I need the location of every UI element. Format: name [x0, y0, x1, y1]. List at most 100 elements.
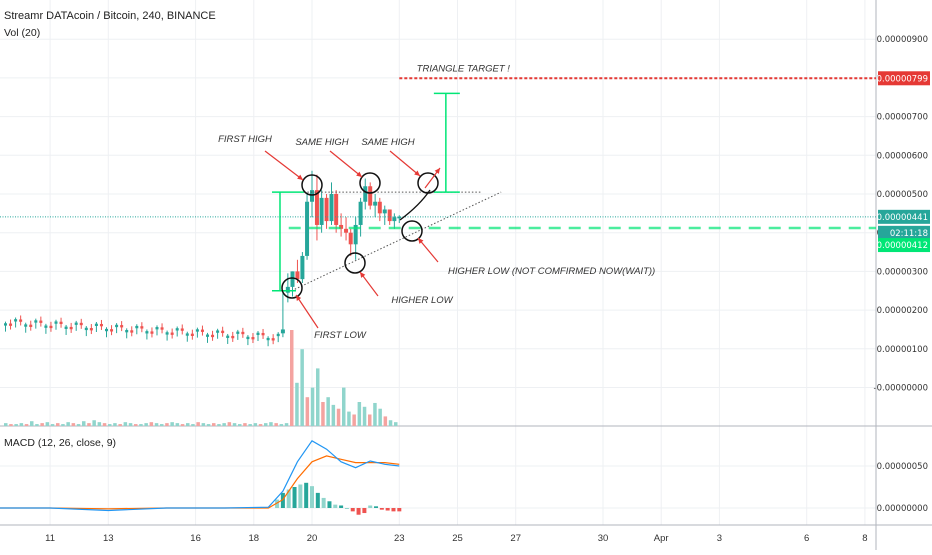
volume-bar — [362, 406, 367, 426]
macd-histogram-bar — [379, 508, 384, 510]
volume-bar — [378, 408, 382, 426]
candle — [29, 324, 33, 327]
volume-bar — [4, 423, 8, 426]
arrow-breakout-head — [434, 168, 440, 174]
volume-bar — [279, 424, 284, 426]
volume-bar — [290, 330, 294, 426]
candle — [392, 217, 397, 222]
candle — [190, 333, 194, 336]
volume-bar — [175, 423, 180, 426]
candle — [195, 329, 199, 332]
candle — [44, 325, 48, 328]
candle — [135, 325, 139, 329]
candle — [387, 209, 392, 222]
candle — [74, 322, 78, 325]
candle — [155, 327, 159, 330]
macd-histogram-bar — [339, 505, 344, 508]
price-label-support-box — [878, 238, 930, 253]
volume-bar — [180, 424, 185, 426]
volume-bar — [87, 423, 91, 426]
candle — [300, 255, 305, 280]
candle — [99, 323, 103, 327]
volume-bar — [134, 424, 138, 426]
annotation-circle — [359, 172, 381, 194]
volume-bar — [118, 424, 122, 426]
volume-bar — [61, 424, 65, 426]
volume-bar — [388, 420, 393, 426]
y-tick-label: 0.00000300 — [877, 267, 928, 277]
price-label-support: 0.00000412 — [877, 241, 928, 251]
candle — [377, 201, 382, 214]
volume-bar — [82, 421, 86, 426]
x-tick-label: 30 — [598, 533, 609, 544]
volume-bar — [232, 423, 237, 426]
macd-line — [0, 440, 400, 512]
volume-bar — [274, 423, 278, 426]
volume-bar — [170, 422, 174, 426]
arrow-higher-low-nc-head — [418, 238, 424, 244]
x-tick-label: 11 — [45, 533, 55, 544]
candle — [295, 271, 300, 280]
candle — [251, 337, 255, 340]
volume-bar — [160, 424, 164, 426]
arrow-same-high-2 — [389, 150, 421, 177]
candle — [256, 332, 260, 336]
macd-histogram-bar — [397, 508, 402, 512]
arrow-first-high — [264, 150, 304, 181]
candle — [160, 327, 164, 330]
annotation-circle — [401, 220, 423, 242]
candle — [105, 328, 108, 332]
annotation-circle — [301, 174, 323, 196]
volume-bar — [310, 387, 315, 426]
candle — [54, 321, 58, 324]
candle — [261, 332, 265, 336]
candle — [373, 201, 378, 206]
triangle-lower-line — [291, 191, 502, 292]
macd-legend: MACD (12, 26, close, 9) — [4, 437, 117, 449]
volume-bar — [9, 424, 13, 426]
candle — [115, 324, 119, 328]
candle — [348, 232, 353, 245]
macd-histogram-bar — [304, 482, 309, 508]
candle — [185, 333, 189, 336]
volume-bar — [102, 423, 107, 426]
x-tick-label: 8 — [862, 533, 867, 544]
candle — [125, 330, 129, 333]
price-label-target-box — [878, 71, 930, 86]
volume-bar — [368, 414, 372, 426]
candle — [19, 319, 23, 322]
x-tick-label: Apr — [654, 533, 669, 544]
macd-histogram-bar — [356, 508, 361, 515]
annotation-triangle-target: TRIANGLE TARGET ! — [417, 63, 511, 74]
volume-bar — [217, 424, 221, 426]
y-tick-label: 0.00000100 — [877, 345, 928, 355]
candle — [314, 190, 319, 225]
volume-bar — [50, 424, 55, 426]
macd-histogram-bar — [298, 484, 303, 508]
candle — [110, 329, 114, 332]
price-label-countdown: 02:11:18 — [890, 229, 928, 239]
candle — [319, 197, 324, 225]
volume-bar — [71, 423, 76, 426]
macd-histogram-bar — [321, 497, 326, 508]
candle — [140, 326, 144, 329]
macd-histogram-bar — [374, 506, 379, 508]
volume-bar — [238, 424, 242, 426]
candle — [130, 330, 134, 333]
macd-histogram-bar — [310, 486, 314, 508]
candle — [305, 201, 310, 256]
volume-bar — [357, 402, 362, 426]
volume-bar — [347, 411, 351, 426]
volume-bar — [154, 423, 159, 426]
macd-histogram-bar — [368, 505, 373, 508]
annotation-higher-low: HIGHER LOW — [391, 295, 453, 306]
annotation-same-high-1: SAME HIGH — [295, 137, 348, 148]
candle — [175, 328, 179, 331]
annotation-first-low: FIRST LOW — [314, 330, 367, 341]
x-tick-label: 23 — [394, 533, 405, 544]
macd-histogram-bar — [344, 508, 349, 509]
macd-histogram-bar — [385, 508, 390, 511]
volume-bar — [139, 424, 143, 426]
candle — [4, 323, 7, 326]
